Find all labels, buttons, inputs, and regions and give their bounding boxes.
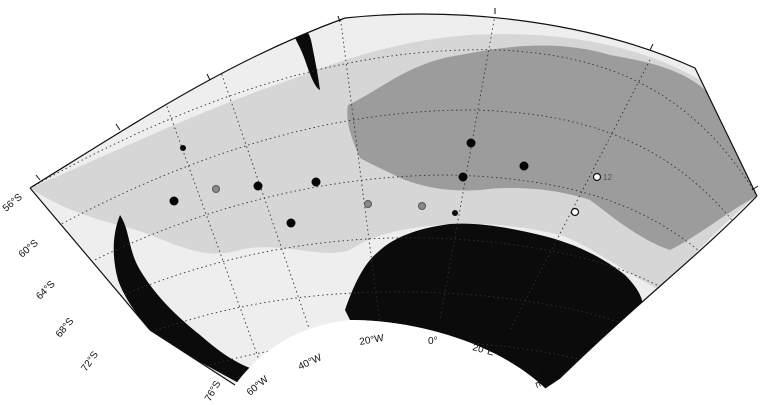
antarctic-land — [345, 223, 644, 388]
lon-label-40W: 40°W — [297, 352, 324, 373]
lat-line-56S — [30, 49, 757, 197]
lon-line-20E — [509, 59, 651, 331]
lat-label-56S: 56°S — [1, 192, 25, 215]
station-marker — [311, 177, 321, 187]
station-marker — [592, 172, 602, 182]
small-island — [452, 210, 458, 216]
lat-line-64S — [74, 174, 721, 271]
sector-frame — [29, 13, 758, 389]
station-marker — [458, 172, 468, 182]
lat-label-76S: 76°S — [203, 379, 224, 404]
lat-label-68S: 68°S — [54, 316, 77, 340]
lon-label-0: 0° — [428, 336, 438, 347]
station-marker — [570, 207, 580, 217]
lat-line-60S — [49, 109, 741, 231]
graticule-meridians — [149, 14, 651, 388]
lat-label-72S: 72°S — [79, 349, 101, 373]
sea-ice-dense — [347, 45, 757, 250]
small-island — [180, 145, 186, 151]
lon-line-60W — [149, 59, 271, 388]
station-marker — [364, 200, 372, 208]
lon-label-20W: 20°W — [359, 333, 386, 348]
station-marker — [169, 196, 179, 206]
lon-label-60W: 60°W — [245, 374, 271, 399]
station-marker — [253, 181, 263, 191]
graticule — [30, 49, 757, 376]
station-label-12: 12 — [603, 173, 612, 182]
station-marker — [418, 202, 426, 210]
stations: 12 — [169, 138, 612, 228]
lat-label-60S: 60°S — [17, 238, 41, 261]
station-marker — [286, 218, 296, 228]
lat-label-64S: 64°S — [34, 279, 57, 302]
station-marker — [212, 185, 220, 193]
station-marker — [519, 161, 529, 171]
station-marker — [466, 138, 476, 148]
scotia-arc-island — [290, 23, 320, 90]
frame-ticks — [35, 8, 759, 191]
